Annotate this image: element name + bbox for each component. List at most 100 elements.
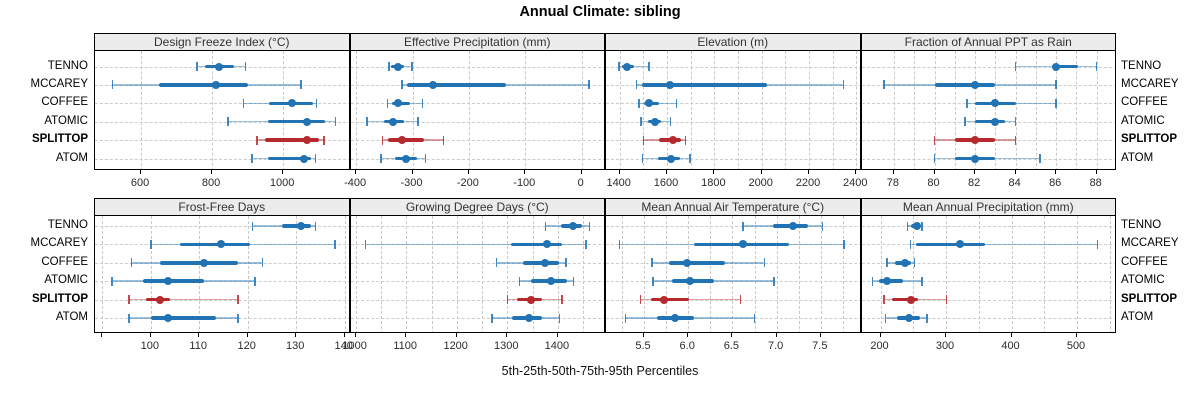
gridline: [456, 216, 458, 332]
whisker-cap-5th: [364, 239, 367, 249]
gridline: [688, 216, 690, 332]
x-axis-tick-label: 140: [334, 340, 353, 352]
median-dot-SPLITTOP: [906, 295, 915, 304]
gridline: [532, 216, 534, 332]
whisker-cap-5th: [871, 276, 874, 286]
x-axis-tick-label: 1800: [701, 177, 726, 189]
gridline: [102, 216, 104, 332]
x-axis-tick: [933, 170, 935, 174]
row-guide: [606, 281, 860, 283]
interquartile-bar-MCCAREY: [511, 242, 562, 247]
whisker-cap-95th: [763, 258, 765, 268]
whisker-cap-5th: [386, 98, 389, 108]
site-label-left-coffee: COFFEE: [41, 255, 88, 268]
x-axis-tick-label: 300: [935, 340, 955, 352]
row-guide: [606, 299, 860, 301]
gridline: [946, 216, 947, 332]
site-label-left-splittop: SPLITTOP: [31, 133, 88, 146]
x-axis-tick: [467, 170, 469, 174]
median-dot-ATOMIC: [883, 277, 892, 286]
whisker-cap-5th: [909, 239, 912, 249]
median-dot-COFFEE: [288, 99, 297, 108]
whisker-cap-95th: [411, 62, 413, 71]
whisker-cap-95th: [261, 258, 263, 268]
x-axis-tick-label: 120: [237, 340, 256, 352]
interquartile-bar-ATOM: [268, 156, 312, 161]
x-axis-tick-label: 88: [1089, 177, 1102, 189]
x-axis-tick-label: -100: [513, 177, 536, 189]
whisker-cap-95th: [572, 276, 575, 286]
x-axis-tick: [343, 333, 345, 337]
whisker-cap-95th: [1055, 98, 1057, 108]
interquartile-bar-MCCAREY: [158, 83, 248, 87]
median-dot-ATOM: [524, 314, 533, 322]
x-axis-tick-label: 1600: [653, 177, 679, 189]
gridline: [247, 216, 249, 332]
whisker-cap-95th: [237, 295, 239, 305]
site-label-right-splittop: SPLITTOP: [1121, 292, 1178, 305]
row-guide: [606, 318, 860, 319]
row-guide: [350, 299, 605, 301]
site-label-left-atom: ATOM: [55, 311, 88, 323]
x-axis-tick: [855, 170, 857, 174]
whisker-cap-95th: [244, 62, 247, 71]
row-guide: [350, 121, 605, 123]
row-guide: [606, 158, 860, 160]
x-axis-tick-label: 84: [1008, 177, 1021, 189]
x-axis-tick-label: 6.5: [723, 340, 740, 352]
whisker-cap-95th: [558, 313, 561, 323]
whisker-cap-95th: [424, 154, 427, 163]
site-label-right-splittop: SPLITTOP: [1121, 133, 1178, 146]
whisker-cap-95th: [442, 135, 445, 145]
row-guide: [350, 66, 605, 68]
whisker-cap-5th: [256, 135, 258, 145]
gridline: [714, 51, 716, 169]
interquartile-bar-SPLITTOP: [651, 297, 690, 302]
panel-header-mean-annual-air-temperature: Mean Annual Air Temperature (°C): [605, 198, 861, 215]
interquartile-bar-MCCAREY: [934, 83, 996, 87]
whisker-range-MCCAREY: [910, 243, 1098, 246]
row-guide: [606, 103, 860, 105]
interquartile-bar-MCCAREY: [642, 83, 768, 87]
whisker-range-MCCAREY: [365, 243, 586, 246]
median-dot-ATOMIC: [389, 117, 398, 126]
whisker-cap-95th: [945, 295, 948, 305]
whisker-cap-95th: [648, 62, 650, 71]
whisker-cap-95th: [913, 258, 916, 268]
median-dot-COFFEE: [900, 258, 909, 267]
x-axis-tick-label: 1100: [393, 340, 418, 352]
whisker-cap-95th: [585, 239, 587, 249]
whisker-cap-5th: [651, 258, 653, 268]
gridline: [995, 51, 997, 169]
interquartile-bar-COFFEE: [668, 261, 726, 265]
x-axis-tick: [101, 333, 103, 337]
x-axis-tick: [945, 333, 946, 337]
whisker-cap-5th: [638, 98, 640, 108]
median-dot-MCCAREY: [665, 80, 674, 89]
whisker-cap-95th: [842, 80, 845, 90]
median-dot-SPLITTOP: [303, 136, 312, 145]
median-dot-TENNO: [297, 222, 306, 230]
x-axis-tick-label: 1000: [342, 340, 367, 352]
gridline: [406, 216, 408, 332]
gridline: [914, 51, 916, 169]
row-guide: [861, 318, 1116, 319]
site-label-left-atom: ATOM: [55, 151, 88, 164]
gridline: [832, 51, 834, 169]
x-axis-tick: [892, 170, 894, 174]
gridline: [619, 51, 621, 169]
gridline: [666, 216, 668, 332]
gridline: [856, 51, 858, 169]
whisker-cap-95th: [421, 98, 424, 108]
interquartile-bar-MCCAREY: [179, 242, 251, 247]
gridline: [710, 216, 712, 332]
median-dot-COFFEE: [991, 99, 1000, 108]
whisker-cap-5th: [884, 313, 887, 323]
gridline: [978, 216, 980, 332]
median-dot-COFFEE: [683, 258, 692, 267]
x-axis-tick-label: 78: [886, 177, 900, 189]
panel-growing-degree-days: [349, 215, 605, 333]
whisker-cap-95th: [675, 98, 678, 108]
gridline: [583, 216, 585, 332]
x-axis-tick: [354, 333, 356, 337]
